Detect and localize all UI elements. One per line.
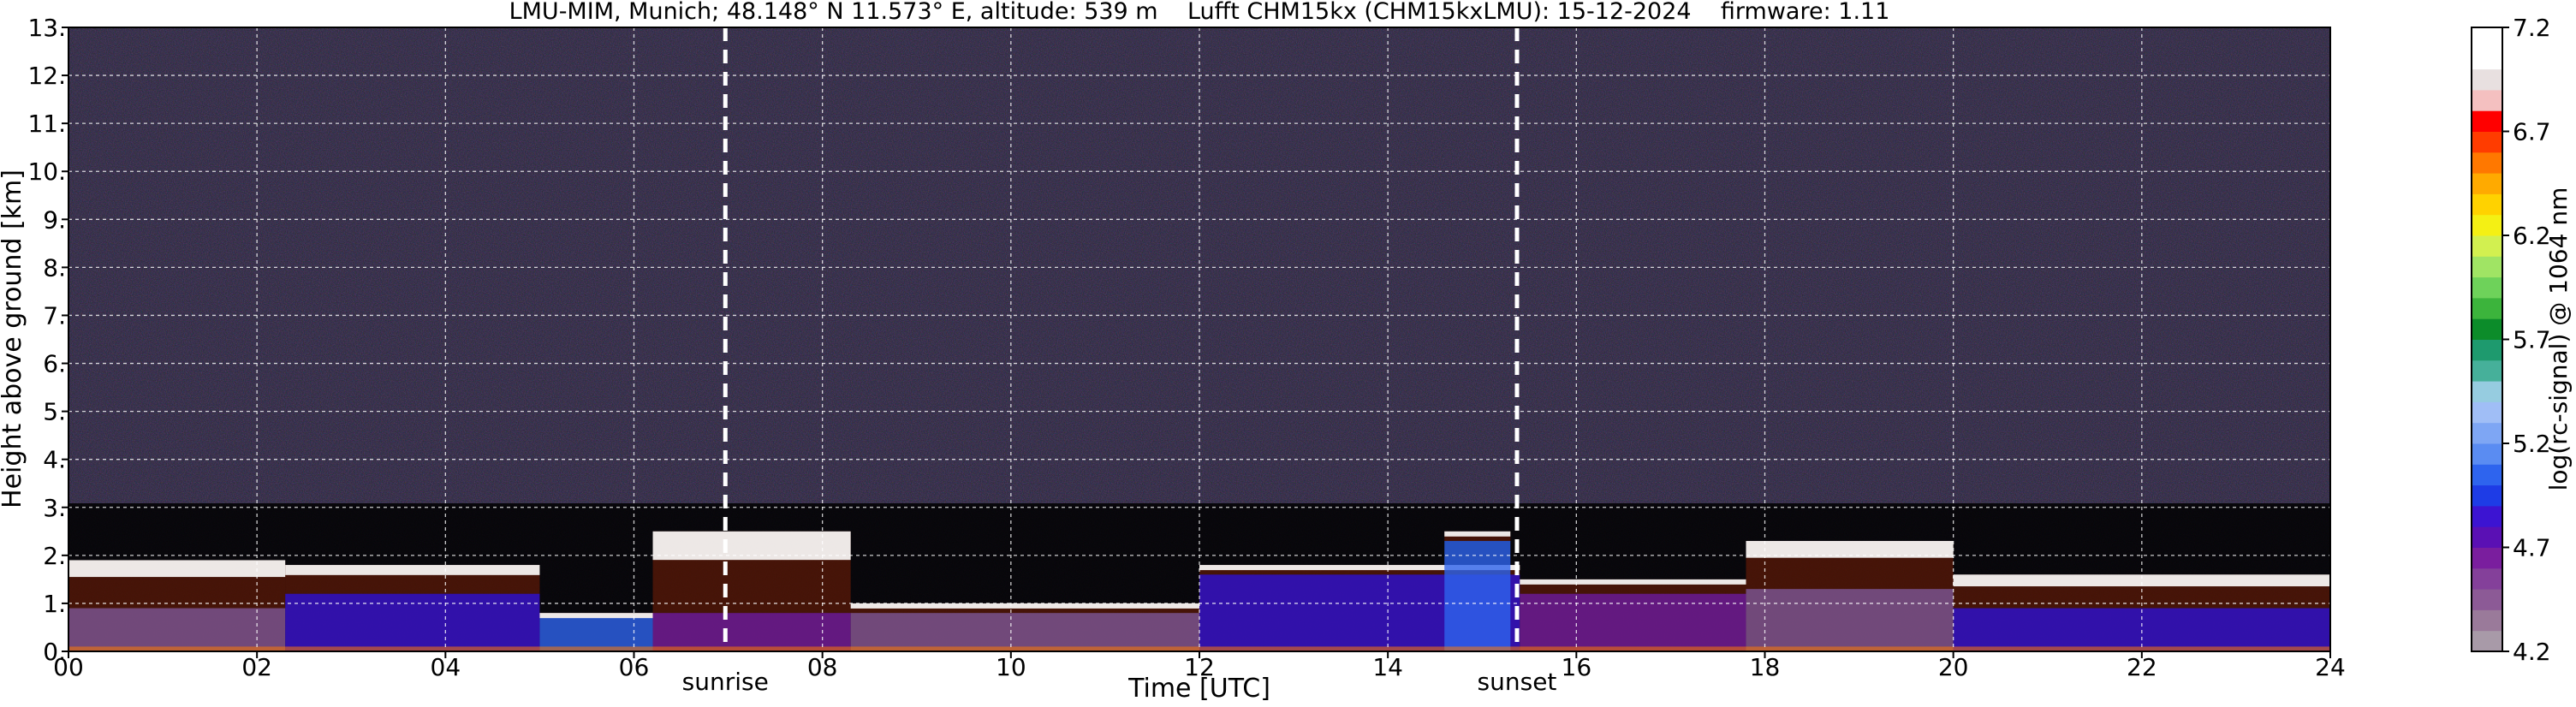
sunset-label: sunset bbox=[1478, 668, 1557, 696]
colorbar-segment bbox=[2472, 214, 2502, 236]
cloud-layer-top bbox=[1444, 531, 1511, 537]
sunrise-label: sunrise bbox=[682, 668, 769, 696]
y-tick-label: 9. bbox=[43, 205, 66, 234]
y-tick-label: 7. bbox=[43, 301, 66, 330]
colorbar-tick-label: 5.7 bbox=[2513, 326, 2551, 354]
colorbar-label: log(rc-signal) @ 1064 nm bbox=[2544, 187, 2573, 491]
x-tick-label: 20 bbox=[1938, 653, 1969, 681]
aerosol-layer bbox=[652, 613, 851, 651]
x-tick-label: 22 bbox=[2127, 653, 2157, 681]
colorbar-tick-label: 5.2 bbox=[2513, 430, 2551, 458]
cloud-layer-top bbox=[285, 565, 540, 575]
cloud-layer-top bbox=[1746, 541, 1954, 558]
x-tick-label: 02 bbox=[241, 653, 272, 681]
colorbar-tick-label: 6.2 bbox=[2513, 222, 2551, 250]
colorbar-segment bbox=[2472, 318, 2502, 340]
cloud-layer-top bbox=[850, 603, 1199, 609]
colorbar-segment bbox=[2472, 484, 2502, 507]
cloud-layer-top bbox=[1520, 579, 1746, 585]
x-axis-ticks: 00 02 04 06 08 10 12 14 16 18 20 22 24 bbox=[53, 651, 2346, 681]
y-tick-label: 10. bbox=[27, 157, 66, 186]
x-tick-label: 10 bbox=[996, 653, 1026, 681]
aerosol-layer bbox=[1444, 541, 1511, 651]
colorbar-tick-label: 7.2 bbox=[2513, 14, 2551, 42]
aerosol-layer bbox=[285, 593, 540, 651]
y-tick-label: 11. bbox=[27, 110, 66, 138]
y-tick-label: 4. bbox=[43, 446, 66, 474]
colorbar-ticks: 4.2 4.7 5.2 5.7 6.2 6.7 7.2 bbox=[2502, 14, 2551, 666]
cloud-layer-top bbox=[652, 531, 851, 561]
colorbar-tick-label: 4.2 bbox=[2513, 638, 2551, 666]
colorbar-segment bbox=[2472, 193, 2502, 216]
x-tick-label: 24 bbox=[2315, 653, 2346, 681]
y-tick-label: 13. bbox=[27, 14, 66, 42]
colorbar-segment bbox=[2472, 589, 2502, 610]
y-tick-label: 3. bbox=[43, 494, 66, 522]
colorbar-segment bbox=[2472, 173, 2502, 194]
grid-lines bbox=[68, 27, 2330, 651]
colorbar-tick-label: 6.7 bbox=[2513, 118, 2551, 146]
colorbar-segment bbox=[2472, 401, 2502, 424]
surface-signal-strip bbox=[68, 646, 2330, 651]
colorbar-segment bbox=[2472, 48, 2502, 70]
cloud-layer-top bbox=[539, 613, 653, 619]
colorbar-segment bbox=[2472, 547, 2502, 569]
x-axis-label: Time [UTC] bbox=[1127, 674, 1270, 704]
colorbar-segment bbox=[2472, 609, 2502, 632]
colorbar-segment bbox=[2472, 235, 2502, 257]
x-tick-label: 14 bbox=[1372, 653, 1403, 681]
x-tick-label: 18 bbox=[1750, 653, 1781, 681]
colorbar-segment bbox=[2472, 422, 2502, 444]
x-tick-label: 08 bbox=[807, 653, 838, 681]
y-tick-label: 6. bbox=[43, 350, 66, 378]
aerosol-layer bbox=[1746, 589, 1954, 651]
colorbar-segment bbox=[2472, 464, 2502, 486]
aerosol-layer bbox=[539, 617, 653, 651]
x-tick-label: 12 bbox=[1184, 653, 1215, 681]
x-tick-label: 16 bbox=[1562, 653, 1592, 681]
colorbar-segment bbox=[2472, 567, 2502, 590]
y-tick-label: 1. bbox=[43, 590, 66, 618]
y-tick-label: 12. bbox=[27, 62, 66, 90]
colorbar-segment bbox=[2472, 256, 2502, 278]
y-tick-label: 8. bbox=[43, 253, 66, 282]
colorbar-segment bbox=[2472, 27, 2502, 49]
colorbar-segment bbox=[2472, 339, 2502, 361]
x-tick-label: 04 bbox=[431, 653, 461, 681]
cloud-layer-top bbox=[1953, 574, 2330, 587]
colorbar-segment bbox=[2472, 89, 2502, 111]
colorbar-segment bbox=[2472, 630, 2502, 652]
colorbar-segment bbox=[2472, 276, 2502, 299]
colorbar-segment bbox=[2472, 443, 2502, 465]
colorbar-segment bbox=[2472, 505, 2502, 527]
colorbar-segment bbox=[2472, 131, 2502, 153]
y-axis-ticks: 0. 1. 2. 3. 4. 5. 6. 7. 8. 9. 10. 11. 12. 13. bbox=[27, 14, 68, 666]
colorbar-segment bbox=[2472, 526, 2502, 548]
y-tick-label: 2. bbox=[43, 542, 66, 570]
y-axis-label: Height above ground [km] bbox=[0, 169, 27, 508]
y-tick-label: 0. bbox=[43, 638, 66, 666]
aerosol-layer bbox=[68, 608, 286, 651]
colorbar-segment bbox=[2472, 110, 2502, 132]
cloud-layer-top bbox=[1199, 565, 1520, 571]
colorbar-segment bbox=[2472, 359, 2502, 382]
colorbar-segment bbox=[2472, 152, 2502, 174]
colorbar-tick-label: 4.7 bbox=[2513, 534, 2551, 562]
y-tick-label: 5. bbox=[43, 398, 66, 426]
colorbar-segment bbox=[2472, 381, 2502, 402]
colorbar-segment bbox=[2472, 297, 2502, 319]
colorbar-segment bbox=[2472, 68, 2502, 91]
aerosol-layer bbox=[850, 613, 1199, 651]
x-tick-label: 00 bbox=[53, 653, 84, 681]
aerosol-layer bbox=[1520, 593, 1746, 651]
x-tick-label: 06 bbox=[619, 653, 650, 681]
sun-markers: sunrise sunset bbox=[682, 27, 1557, 696]
cloud-layer-top bbox=[68, 560, 286, 578]
chart-title: LMU-MIM, Munich; 48.148° N 11.573° E, al… bbox=[509, 0, 1890, 25]
colorbar bbox=[2471, 27, 2503, 652]
